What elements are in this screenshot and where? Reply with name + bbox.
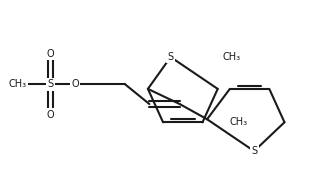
Text: CH₃: CH₃	[222, 52, 241, 62]
Text: O: O	[47, 110, 55, 120]
Text: CH₃: CH₃	[230, 117, 248, 127]
Text: S: S	[168, 52, 174, 62]
Text: O: O	[71, 79, 79, 89]
Text: CH₃: CH₃	[8, 79, 26, 89]
Text: S: S	[48, 79, 54, 89]
Text: S: S	[251, 146, 257, 156]
Text: O: O	[47, 49, 55, 59]
